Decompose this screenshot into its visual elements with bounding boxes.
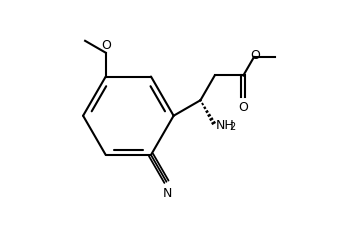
Text: O: O (101, 39, 111, 52)
Text: O: O (238, 100, 248, 114)
Text: O: O (250, 49, 260, 62)
Text: NH: NH (216, 119, 235, 132)
Text: 2: 2 (229, 121, 235, 132)
Text: N: N (163, 187, 172, 200)
